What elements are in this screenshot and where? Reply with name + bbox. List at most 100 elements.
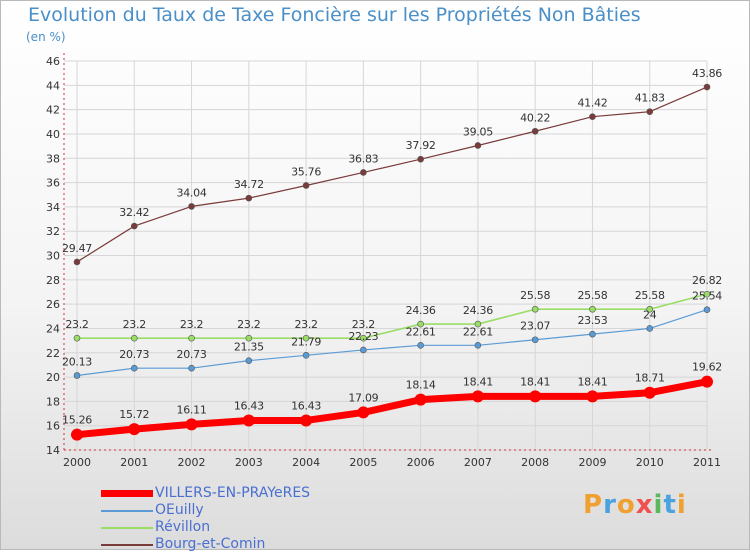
data-point-s3 bbox=[130, 222, 138, 230]
x-tick-label: 2011 bbox=[693, 456, 721, 469]
data-label-s1: 23.53 bbox=[577, 314, 607, 327]
y-tick-label: 16 bbox=[46, 420, 60, 433]
x-tick-label: 2009 bbox=[578, 456, 606, 469]
data-point-s1 bbox=[73, 372, 81, 379]
data-point-s1 bbox=[302, 352, 310, 359]
data-point-s2 bbox=[73, 334, 81, 342]
data-point-s0 bbox=[357, 406, 370, 419]
data-label-s3: 36.83 bbox=[348, 152, 378, 165]
data-label-s3: 34.04 bbox=[177, 186, 207, 199]
data-label-s2: 24.36 bbox=[463, 304, 493, 317]
data-point-s1 bbox=[589, 330, 596, 338]
data-label-s1: 25.54 bbox=[692, 290, 722, 303]
data-label-s1: 20.73 bbox=[119, 348, 149, 361]
data-label-s0: 15.72 bbox=[119, 408, 149, 421]
data-point-s2 bbox=[531, 305, 539, 313]
data-label-s2: 23.2 bbox=[294, 318, 317, 331]
data-label-s0: 18.71 bbox=[635, 372, 665, 385]
data-point-s3 bbox=[417, 155, 424, 163]
data-label-s2: 26.82 bbox=[692, 274, 722, 287]
data-label-s1: 22.23 bbox=[348, 330, 378, 343]
data-label-s0: 19.62 bbox=[692, 361, 722, 374]
data-point-s3 bbox=[703, 83, 711, 91]
data-point-s1 bbox=[531, 336, 539, 344]
data-point-s0 bbox=[71, 428, 83, 441]
data-label-s3: 34.72 bbox=[234, 178, 264, 191]
logo-letter: P bbox=[583, 490, 604, 520]
data-point-s3 bbox=[188, 203, 195, 210]
data-point-s2 bbox=[703, 290, 711, 298]
data-point-s2 bbox=[646, 305, 654, 313]
y-tick-label: 38 bbox=[46, 152, 60, 165]
data-point-s1 bbox=[474, 342, 482, 349]
logo-letter: o bbox=[616, 490, 636, 520]
data-label-s2: 24.36 bbox=[406, 304, 436, 317]
data-label-s1: 22.61 bbox=[463, 325, 493, 338]
x-tick-label: 2008 bbox=[521, 456, 549, 469]
data-label-s2: 23.2 bbox=[352, 318, 375, 331]
data-point-s0 bbox=[185, 418, 198, 431]
data-point-s2 bbox=[188, 334, 195, 342]
y-tick-label: 26 bbox=[46, 298, 60, 311]
legend-label-villers: VILLERS-EN-PRAYeRES bbox=[155, 485, 311, 501]
logo-letter: r bbox=[603, 490, 617, 520]
x-tick-label: 2002 bbox=[178, 456, 206, 469]
y-tick-label: 30 bbox=[46, 250, 60, 263]
legend-swatch-villers bbox=[101, 490, 153, 497]
data-point-s1 bbox=[245, 357, 253, 364]
legend-label-oeuilly: OEuilly bbox=[155, 502, 204, 518]
data-label-s0: 15.26 bbox=[62, 414, 92, 427]
data-point-s3 bbox=[360, 169, 367, 176]
data-label-s1: 24 bbox=[643, 308, 657, 321]
x-tick-label: 2010 bbox=[636, 456, 664, 469]
data-label-s3: 40.22 bbox=[520, 111, 550, 124]
series-line-1 bbox=[76, 309, 708, 377]
data-label-s0: 18.41 bbox=[463, 375, 493, 388]
data-point-s2 bbox=[302, 334, 310, 342]
legend-label-revillon: Révillon bbox=[155, 519, 211, 535]
data-point-s2 bbox=[589, 305, 596, 313]
data-label-s2: 23.2 bbox=[180, 318, 203, 331]
logo-letter: i bbox=[653, 490, 664, 520]
legend-swatch-oeuilly bbox=[101, 510, 153, 512]
data-label-s2: 25.58 bbox=[635, 289, 665, 302]
data-point-s3 bbox=[589, 113, 596, 120]
data-label-s0: 18.41 bbox=[520, 375, 550, 388]
data-label-s1: 22.61 bbox=[406, 325, 436, 338]
x-tick-label: 2003 bbox=[235, 456, 263, 469]
data-point-s1 bbox=[417, 342, 424, 349]
data-label-s2: 23.2 bbox=[237, 318, 260, 331]
y-tick-label: 28 bbox=[46, 274, 60, 287]
y-tick-label: 42 bbox=[46, 104, 60, 117]
data-label-s0: 18.41 bbox=[577, 375, 607, 388]
x-tick-label: 2007 bbox=[464, 456, 492, 469]
y-tick-label: 34 bbox=[46, 201, 60, 214]
y-tick-label: 44 bbox=[46, 79, 60, 92]
data-label-s2: 25.58 bbox=[577, 289, 607, 302]
data-label-s3: 41.83 bbox=[635, 92, 665, 105]
y-tick-label: 20 bbox=[46, 371, 60, 384]
data-label-s3: 39.05 bbox=[463, 125, 493, 138]
data-label-s0: 16.43 bbox=[234, 399, 264, 412]
data-point-s2 bbox=[417, 320, 424, 328]
legend-swatch-bourg bbox=[101, 544, 153, 546]
data-label-s2: 25.58 bbox=[520, 289, 550, 302]
data-label-s2: 23.2 bbox=[65, 318, 88, 331]
data-label-s3: 43.86 bbox=[692, 67, 722, 80]
data-label-s2: 23.2 bbox=[123, 318, 146, 331]
data-point-s1 bbox=[360, 346, 367, 354]
data-label-s3: 37.92 bbox=[406, 139, 436, 152]
data-point-s0 bbox=[471, 390, 484, 403]
data-point-s3 bbox=[474, 142, 482, 149]
data-point-s3 bbox=[531, 127, 539, 135]
data-point-s0 bbox=[529, 390, 542, 403]
logo-letter: x bbox=[635, 490, 654, 520]
data-point-s0 bbox=[414, 393, 427, 406]
data-label-s1: 21.35 bbox=[234, 341, 264, 354]
data-label-s1: 21.79 bbox=[291, 335, 321, 348]
x-tick-label: 2001 bbox=[120, 456, 148, 469]
data-point-s0 bbox=[701, 375, 713, 388]
data-label-s1: 20.13 bbox=[62, 355, 92, 368]
y-tick-label: 36 bbox=[46, 177, 60, 190]
